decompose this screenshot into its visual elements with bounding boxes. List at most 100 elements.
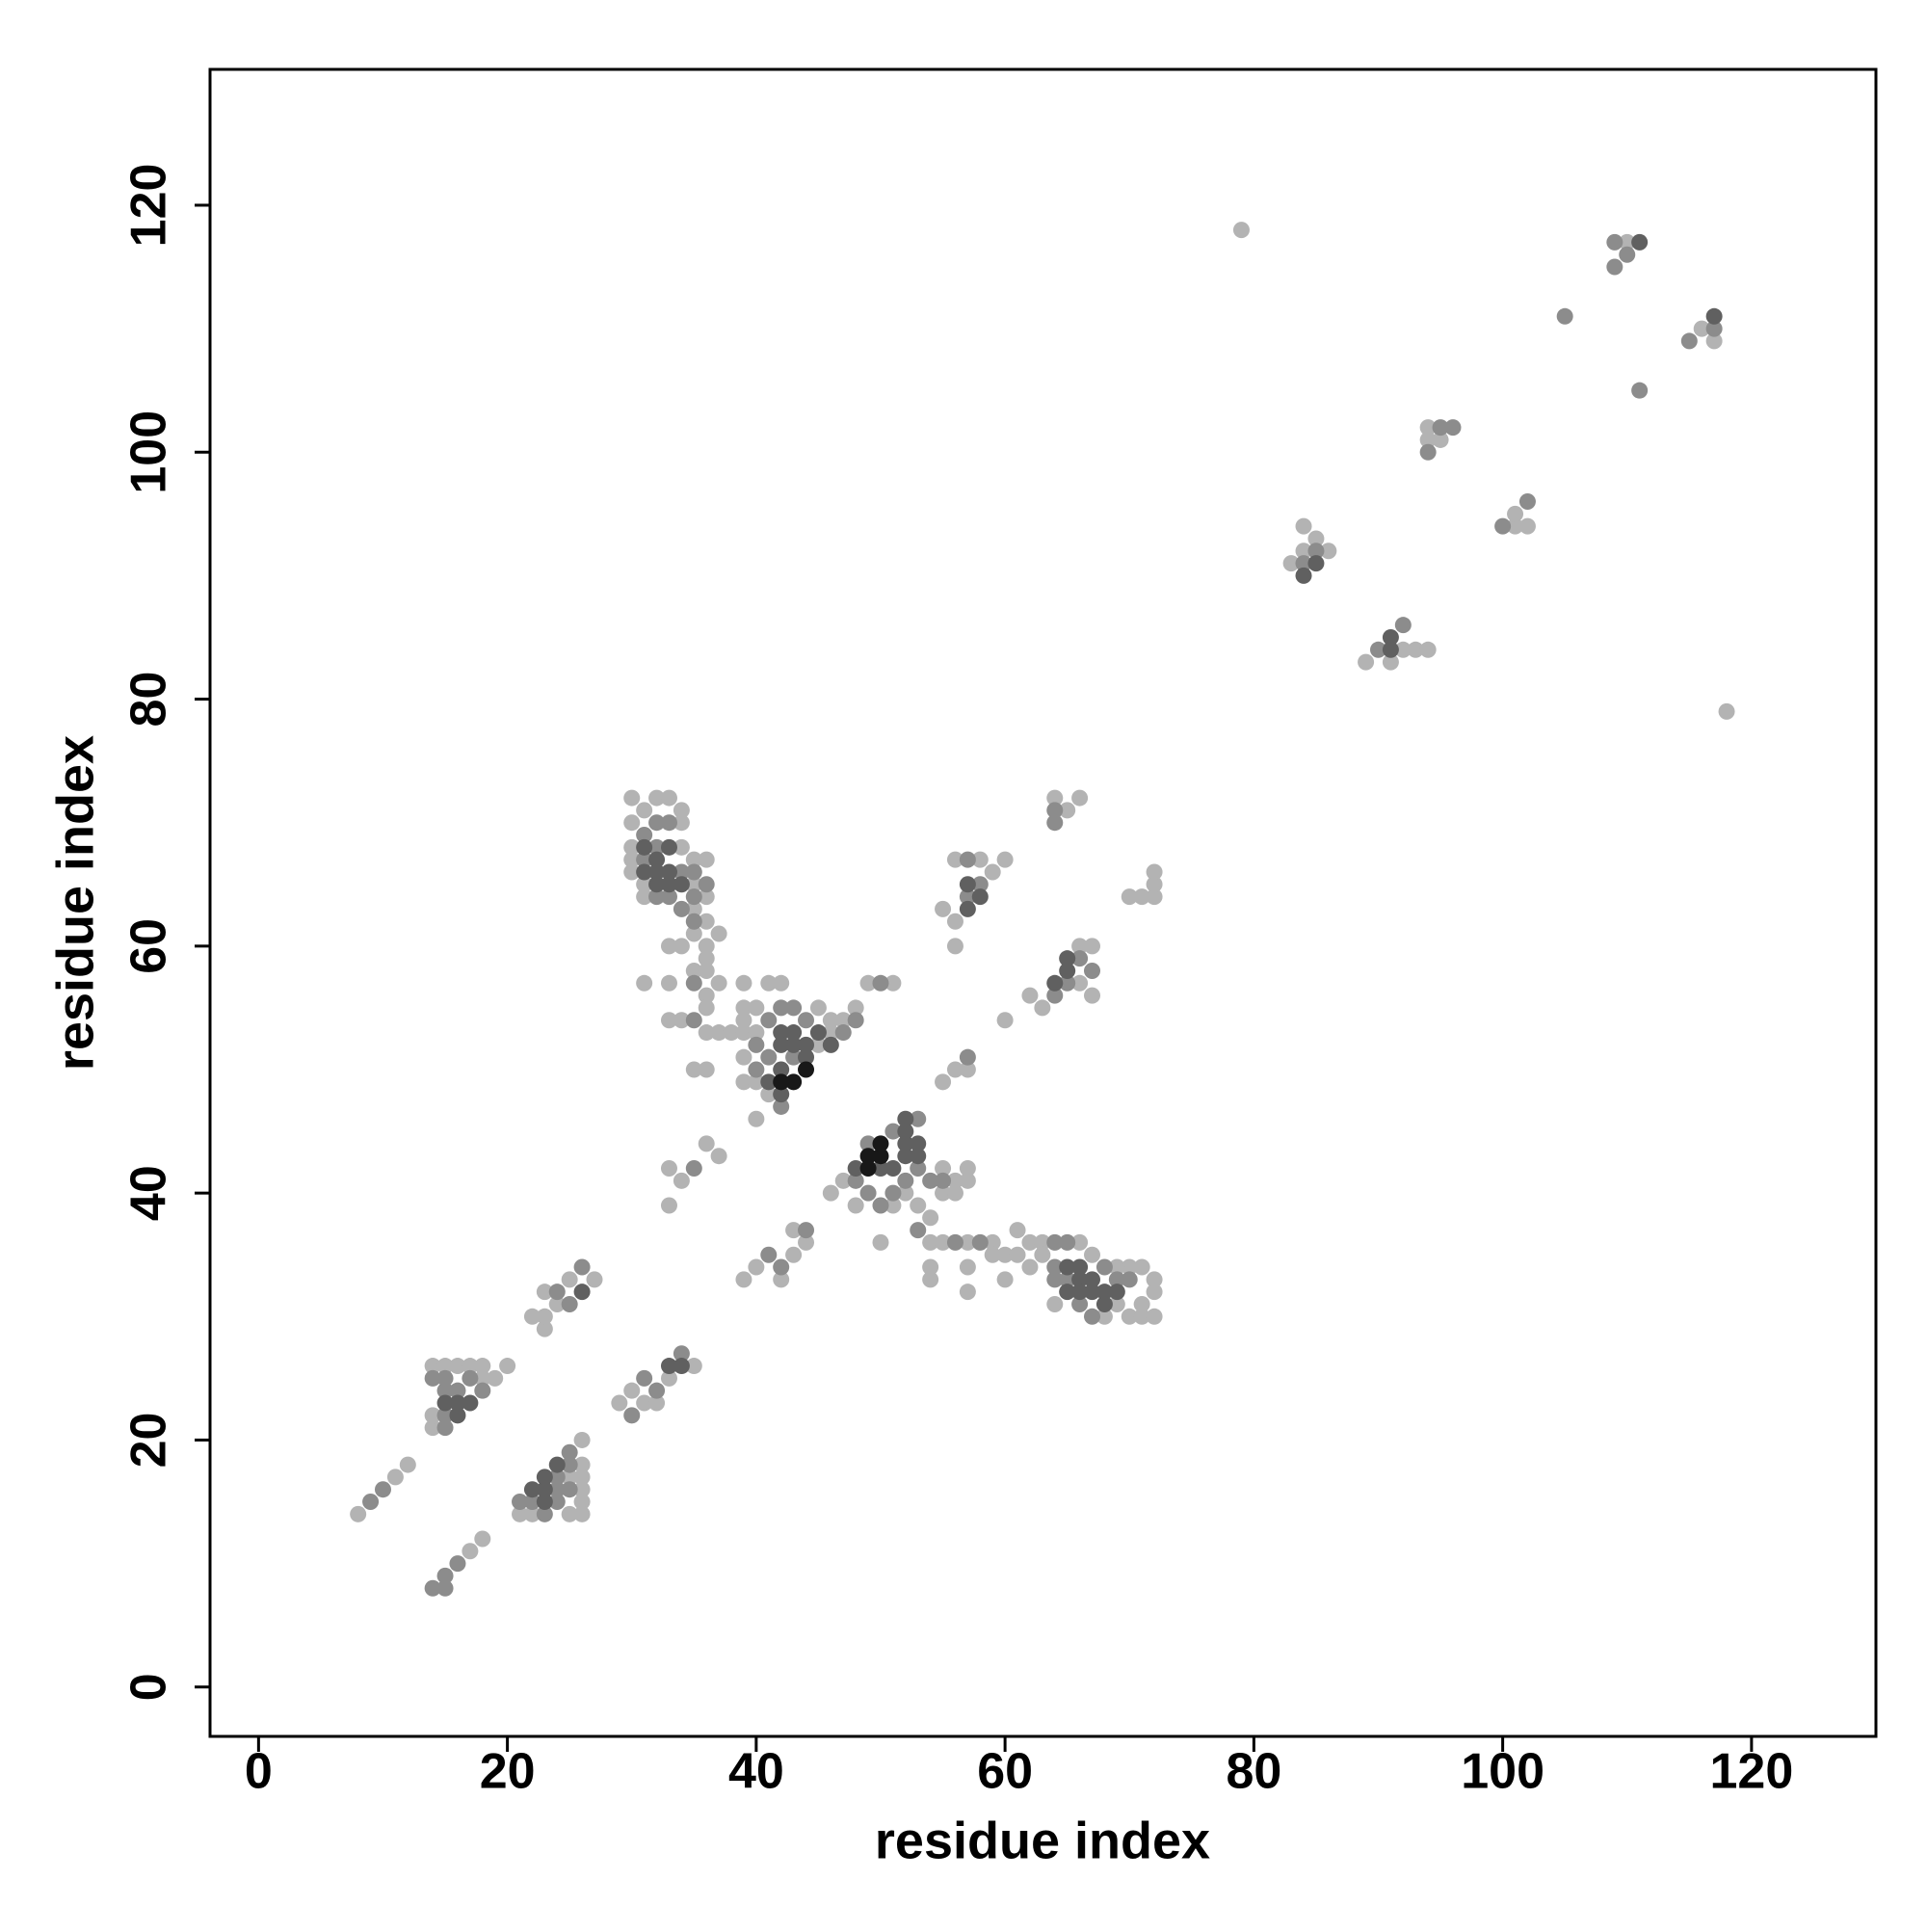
data-point xyxy=(773,999,790,1017)
data-point xyxy=(462,1543,479,1560)
data-point xyxy=(1631,382,1649,399)
data-point xyxy=(872,1233,889,1251)
data-point xyxy=(648,838,666,856)
data-point xyxy=(760,1246,778,1263)
data-point xyxy=(897,1172,914,1189)
data-point xyxy=(660,876,677,893)
data-point xyxy=(946,851,964,868)
data-point xyxy=(660,789,677,807)
data-point xyxy=(735,1012,752,1029)
data-point xyxy=(1084,962,1101,979)
data-point xyxy=(748,1024,765,1042)
data-point xyxy=(859,974,877,992)
data-point xyxy=(1382,641,1399,658)
data-point xyxy=(910,1110,927,1127)
y-tick-label: 40 xyxy=(121,1165,177,1221)
data-point xyxy=(1059,1258,1076,1276)
data-point xyxy=(386,1469,404,1486)
data-point xyxy=(436,1407,454,1424)
data-point xyxy=(1046,1271,1064,1288)
data-point xyxy=(462,1394,479,1412)
data-point xyxy=(1095,1295,1113,1312)
data-point xyxy=(859,1135,877,1152)
data-point xyxy=(897,1148,914,1165)
data-point xyxy=(449,1358,466,1375)
data-point xyxy=(1133,1295,1150,1312)
data-point xyxy=(474,1530,491,1548)
data-point xyxy=(512,1494,529,1511)
data-point xyxy=(872,1160,889,1178)
data-point xyxy=(1046,987,1064,1004)
data-point xyxy=(822,1184,839,1202)
data-point xyxy=(785,1048,803,1066)
data-point xyxy=(872,1197,889,1214)
data-point xyxy=(946,1061,964,1078)
data-point xyxy=(548,1481,566,1498)
data-point xyxy=(1307,530,1325,547)
data-point xyxy=(1307,555,1325,572)
data-point xyxy=(487,1369,504,1387)
data-point xyxy=(798,1012,815,1029)
data-point xyxy=(773,974,790,992)
data-point xyxy=(636,838,653,856)
data-point xyxy=(436,1579,454,1597)
data-point xyxy=(673,863,690,881)
data-point xyxy=(1419,443,1437,461)
data-point xyxy=(897,1110,914,1127)
x-tick-label: 60 xyxy=(977,1744,1033,1800)
data-point xyxy=(959,851,976,868)
data-point xyxy=(1046,974,1064,992)
data-point xyxy=(996,851,1014,868)
data-point xyxy=(536,1320,553,1337)
data-point xyxy=(623,838,641,856)
data-point xyxy=(935,900,952,917)
data-point xyxy=(362,1494,380,1511)
data-point xyxy=(798,1048,815,1066)
data-point xyxy=(636,827,653,844)
data-point xyxy=(660,838,677,856)
data-point xyxy=(1034,999,1051,1017)
data-point xyxy=(1121,1271,1138,1288)
data-point xyxy=(685,913,702,930)
data-point xyxy=(735,1048,752,1066)
data-point xyxy=(748,1110,765,1127)
data-point xyxy=(561,1443,578,1461)
data-point xyxy=(648,888,666,906)
data-point xyxy=(1121,888,1138,906)
data-point xyxy=(760,1073,778,1091)
data-point xyxy=(1095,1308,1113,1325)
data-point xyxy=(1084,1271,1101,1288)
data-point xyxy=(959,1061,976,1078)
data-point xyxy=(1121,1258,1138,1276)
data-point xyxy=(648,1394,666,1412)
data-point xyxy=(946,1233,964,1251)
data-point xyxy=(735,1073,752,1091)
data-point xyxy=(1146,1284,1163,1301)
data-point xyxy=(1021,987,1039,1004)
data-point xyxy=(785,1024,803,1042)
data-point xyxy=(374,1481,391,1498)
data-point xyxy=(1232,222,1250,239)
data-point xyxy=(474,1358,491,1375)
data-point xyxy=(660,938,677,955)
data-point xyxy=(735,999,752,1017)
data-point xyxy=(959,1160,976,1178)
data-point xyxy=(1095,1284,1113,1301)
data-point xyxy=(798,1036,815,1053)
plot-frame xyxy=(208,67,1878,1738)
x-tick-label: 100 xyxy=(1461,1744,1544,1800)
data-point xyxy=(350,1505,367,1522)
data-point xyxy=(623,1382,641,1399)
y-tick-label: 80 xyxy=(121,672,177,728)
data-point xyxy=(946,913,964,930)
data-point xyxy=(1718,702,1735,720)
data-point xyxy=(935,1233,952,1251)
data-point xyxy=(847,1160,864,1178)
data-point xyxy=(1034,1233,1051,1251)
y-tick-label: 0 xyxy=(121,1673,177,1701)
data-point xyxy=(673,938,690,955)
data-point xyxy=(1619,233,1636,251)
data-point xyxy=(636,974,653,992)
data-point xyxy=(636,851,653,868)
